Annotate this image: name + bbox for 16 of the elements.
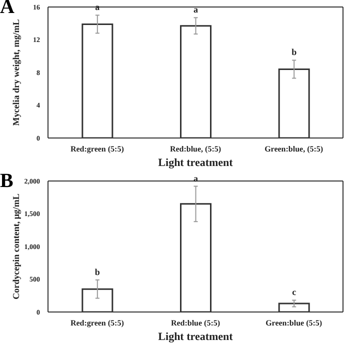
x-tick-label: Red:green (5:5) (70, 144, 124, 154)
data-label: b (292, 47, 297, 58)
x-tick-label: Green:blue, (5:5) (264, 144, 324, 154)
x-axis-title: Light treatment (158, 157, 234, 169)
x-tick-label: Red:blue (5:5) (170, 318, 220, 328)
x-tick-label: Green:blue (5:5) (266, 318, 322, 328)
chart-title: B (0, 170, 14, 193)
data-label: a (194, 4, 198, 15)
data-label: c (292, 287, 296, 298)
y-axis-title: Mycelia dry weight, mg/mL (11, 19, 22, 126)
x-axis-title: Light treatment (158, 331, 234, 343)
data-label: b (94, 266, 100, 277)
x-tick-label: Red:blue, (5:5) (170, 144, 222, 154)
y-axis-title: Cordycepin content, μg/mL (11, 194, 22, 300)
chart-title: A (0, 0, 14, 19)
x-tick-label: Red:green (5:5) (70, 318, 124, 328)
